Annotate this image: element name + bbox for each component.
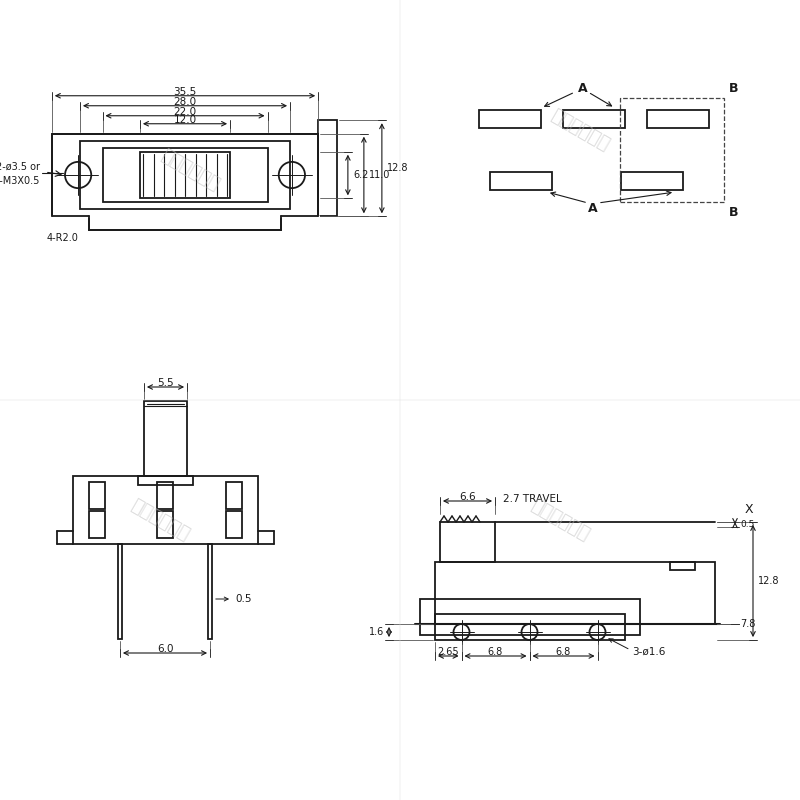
Text: 6.8: 6.8 (488, 647, 503, 657)
Text: 温州一键电子: 温州一键电子 (158, 146, 222, 194)
Bar (157, 511, 173, 538)
Bar (420, 599, 640, 635)
Text: 6.6: 6.6 (459, 492, 476, 502)
Text: 12.8: 12.8 (387, 163, 408, 174)
Bar (73, 476, 258, 544)
Text: B: B (730, 206, 738, 218)
Bar (440, 522, 495, 562)
Text: 温州一键电子: 温州一键电子 (127, 496, 193, 544)
Text: 6.8: 6.8 (556, 647, 571, 657)
Text: 35.5: 35.5 (174, 86, 197, 97)
Bar (89, 511, 105, 538)
Text: X: X (745, 503, 754, 516)
Text: 温州一键电子: 温州一键电子 (547, 106, 613, 154)
Text: 3-ø1.6: 3-ø1.6 (633, 647, 666, 657)
Bar (318, 120, 337, 216)
Text: 12.8: 12.8 (758, 576, 779, 586)
Text: 0.5: 0.5 (740, 520, 754, 529)
Bar (226, 511, 242, 538)
Bar (435, 614, 625, 640)
Bar (52, 134, 318, 216)
Bar (140, 152, 230, 198)
Text: 2-M3X0.5: 2-M3X0.5 (0, 176, 40, 186)
Bar (670, 562, 695, 570)
Bar (226, 482, 242, 509)
Bar (621, 172, 683, 190)
Bar (479, 110, 541, 128)
Bar (144, 401, 187, 476)
Text: 11.0: 11.0 (369, 170, 390, 180)
Bar (89, 482, 105, 509)
Text: 1.6: 1.6 (369, 627, 384, 637)
Text: 2.65: 2.65 (438, 647, 459, 657)
Text: 6.2: 6.2 (353, 170, 368, 180)
Text: A: A (578, 82, 588, 94)
Text: B: B (730, 82, 738, 94)
Text: 5.5: 5.5 (157, 378, 174, 388)
Text: 12.0: 12.0 (174, 114, 197, 125)
Text: 0.5: 0.5 (235, 594, 251, 604)
Text: A: A (588, 202, 598, 214)
Bar (80, 142, 290, 209)
Bar (118, 544, 122, 639)
Text: 温州一键电子: 温州一键电子 (527, 496, 593, 544)
Text: 7.8: 7.8 (740, 619, 755, 629)
Bar (647, 110, 709, 128)
Bar (102, 148, 267, 202)
Bar (208, 544, 212, 639)
Bar (157, 482, 173, 509)
Text: 4-R2.0: 4-R2.0 (47, 233, 78, 242)
Text: 28.0: 28.0 (174, 97, 197, 106)
Text: 22.0: 22.0 (174, 106, 197, 117)
Bar (138, 476, 193, 485)
Bar (563, 110, 625, 128)
Text: 6.0: 6.0 (157, 644, 174, 654)
Bar (435, 562, 715, 624)
Text: 2-ø3.5 or: 2-ø3.5 or (0, 162, 40, 172)
Bar (490, 172, 552, 190)
Text: 2.7 TRAVEL: 2.7 TRAVEL (503, 494, 562, 504)
Bar (620, 98, 724, 202)
